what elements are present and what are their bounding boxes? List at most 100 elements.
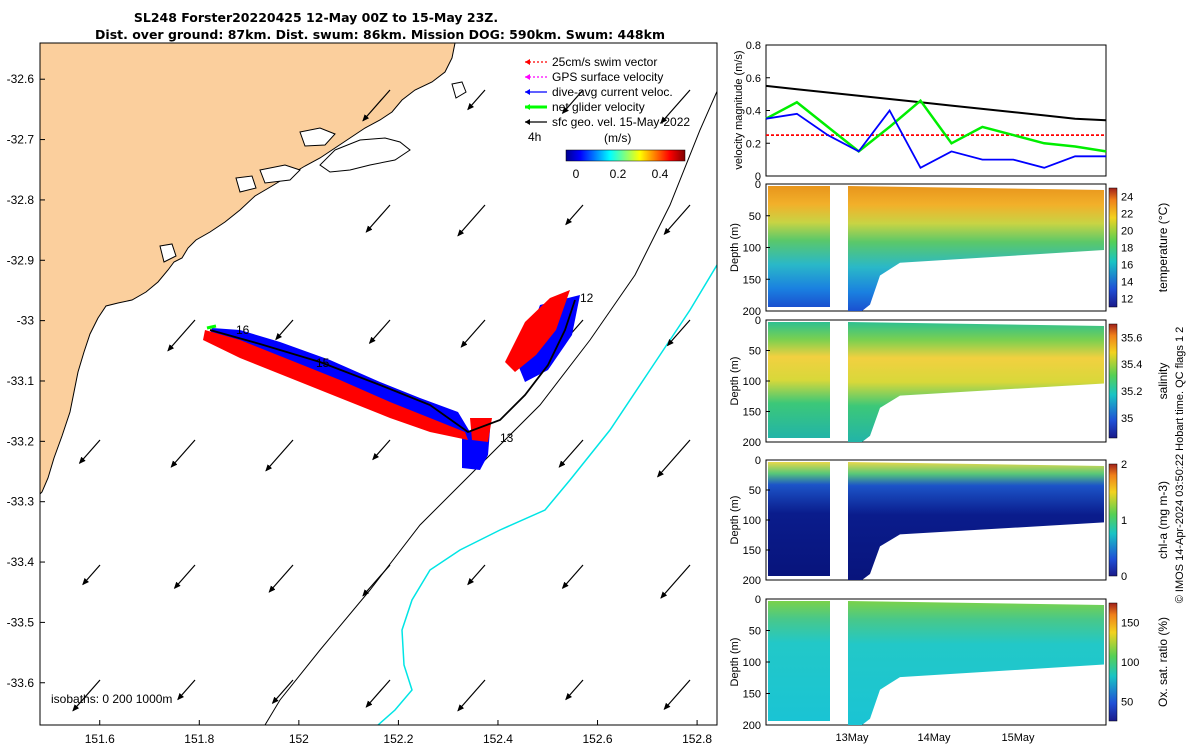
section-colorbar-label: temperature (°C) <box>1156 203 1170 293</box>
section-colorbar <box>1108 187 1118 308</box>
lake-2 <box>299 127 336 147</box>
isobath-1000 <box>377 264 717 725</box>
map-xtick-label: 152.8 <box>682 732 712 746</box>
section-ytick-label: 200 <box>743 306 761 318</box>
section-ylabel: Depth (m) <box>729 357 741 406</box>
geo-velocity-arrow <box>78 439 101 465</box>
credit-text: © IMOS 14-Apr-2024 03:50:22 Hobart time.… <box>1174 327 1186 604</box>
section-panel: 0 50 100 150 200 Depth (m) 12 14 16 18 20 22 24 tempe… <box>729 179 1170 318</box>
section-colorbar-label: Ox. sat. ratio (%) <box>1156 617 1170 707</box>
section-data-block <box>848 462 1104 580</box>
colorbar-tick-label: 0 <box>1121 571 1127 583</box>
colorbar-tick-label: 24 <box>1121 192 1133 204</box>
section-ytick-label: 200 <box>743 437 761 449</box>
colorbar-tick-label: 18 <box>1121 243 1133 255</box>
day-label: 15 <box>316 356 330 370</box>
velocity-panel: 0 0.2 0.4 0.6 0.8 velocity magnitude (m/s) <box>733 40 1107 183</box>
geo-velocity-arrow <box>365 679 391 708</box>
speed-colorbar <box>565 149 686 162</box>
geo-velocity-arrow <box>660 89 691 124</box>
geo-velocity-arrow <box>82 564 101 586</box>
colorbar-tick-label: 35.2 <box>1121 386 1142 398</box>
velocity-series-line <box>765 98 1107 153</box>
geo-velocity-arrow <box>362 89 391 122</box>
section-ytick-label: 50 <box>749 626 761 638</box>
legend-label: net glider velocity <box>552 100 645 114</box>
geo-velocity-arrow <box>268 564 294 593</box>
glider-track: 12 13 15 16 <box>203 290 594 470</box>
geo-velocity-arrow <box>177 679 196 701</box>
map-frame <box>39 42 718 726</box>
map-ytick-label: -33.4 <box>7 555 35 569</box>
section-data-block <box>848 322 1104 442</box>
geo-velocity-arrow <box>265 439 294 472</box>
section-ytick-label: 0 <box>755 315 761 327</box>
legend-label: GPS surface velocity <box>552 70 663 84</box>
section-ytick-label: 150 <box>743 407 761 419</box>
map-ytick-label: -33.3 <box>7 495 35 509</box>
lake-4 <box>235 175 257 193</box>
section-ytick-label: 100 <box>743 515 761 527</box>
section-colorbar <box>1108 463 1118 577</box>
colorbar-tick-label: 2 <box>1121 459 1127 471</box>
time-tick-label: 14May <box>917 732 951 744</box>
section-data-block <box>848 601 1104 725</box>
colorbar-tick-label: 35.6 <box>1121 332 1142 344</box>
geo-velocity-arrow <box>271 679 294 705</box>
colorbar-tick-label: 100 <box>1121 657 1139 669</box>
geo-velocity-arrow <box>663 679 691 711</box>
section-colorbar-label: salinity <box>1156 363 1170 400</box>
section-panel: 0 50 100 150 200 Depth (m) 0 1 2 chl-a (mg m-3) <box>729 455 1170 587</box>
colorbar-tick-label: 20 <box>1121 226 1133 238</box>
colorbar-tick-label: 12 <box>1121 294 1133 306</box>
geo-velocity-arrow <box>565 679 584 701</box>
geo-velocity-arrow <box>457 679 486 712</box>
velocity-ytick-label: 0.6 <box>746 73 761 85</box>
colorbar-tick-label: 50 <box>1121 696 1133 708</box>
legend-arrowhead <box>525 74 530 80</box>
section-data-block <box>848 186 1104 311</box>
legend-arrowhead <box>525 119 530 125</box>
colorbar-title: (m/s) <box>604 131 631 145</box>
day-label: 13 <box>500 431 514 445</box>
velocity-series-line <box>765 108 1106 170</box>
geo-velocity-arrow <box>275 319 294 341</box>
section-ytick-label: 150 <box>743 274 761 286</box>
geo-velocity-arrow <box>170 439 196 468</box>
legend-arrowhead <box>525 59 530 65</box>
velocity-axes <box>765 44 1107 177</box>
velocity-series-line <box>765 84 1107 122</box>
velocity-ylabel: velocity magnitude (m/s) <box>733 50 745 169</box>
colorbar-tick-label: 22 <box>1121 209 1133 221</box>
map-xtick-label: 152.4 <box>483 732 513 746</box>
geo-velocity-arrow <box>372 439 391 461</box>
section-data-block <box>768 322 830 438</box>
section-ytick-label: 100 <box>743 243 761 255</box>
map-ytick-label: -32.7 <box>7 133 35 147</box>
map-ytick-label: -33.2 <box>7 434 35 448</box>
lake-5 <box>451 81 467 99</box>
map-xtick-label: 152.2 <box>383 732 413 746</box>
geo-velocity-arrow <box>460 319 486 348</box>
map-ytick-label: -32.8 <box>7 193 35 207</box>
section-ytick-label: 150 <box>743 545 761 557</box>
geo-velocity-arrow <box>167 319 196 352</box>
map-panel: 12 13 15 16 151.6 151.8 152 152.2 152.4 152.6 152… <box>7 42 718 746</box>
geo-velocity-arrow <box>660 564 691 599</box>
day-label: 12 <box>580 291 594 305</box>
geo-velocity-arrow <box>565 204 584 226</box>
colorbar-tick-label: 0.2 <box>610 167 627 181</box>
geo-velocity-arrow <box>467 89 486 111</box>
geo-velocity-arrow <box>72 679 101 712</box>
velocity-ytick-label: 0 <box>755 171 761 183</box>
section-ytick-label: 50 <box>749 485 761 497</box>
section-ytick-label: 50 <box>749 346 761 358</box>
map-ytick-label: -32.9 <box>7 253 35 267</box>
map-xtick-label: 152.6 <box>583 732 613 746</box>
velocity-ytick-label: 0.8 <box>746 40 761 52</box>
section-ytick-label: 50 <box>749 211 761 223</box>
section-ytick-label: 200 <box>743 720 761 732</box>
section-ytick-label: 150 <box>743 689 761 701</box>
map-ytick-label: -33.5 <box>7 615 35 629</box>
legend-label: 25cm/s swim vector <box>552 55 657 69</box>
